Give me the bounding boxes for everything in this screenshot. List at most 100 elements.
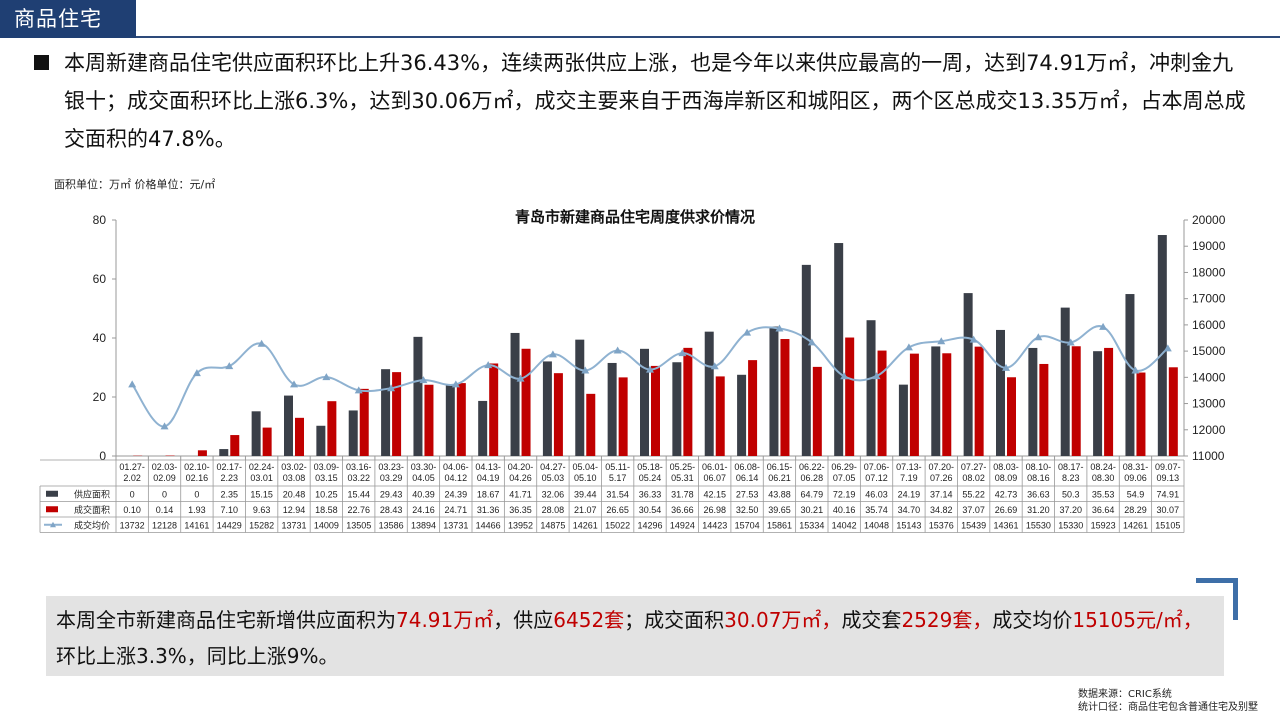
left-axis-tick-label: 80 [93,213,107,227]
x-category-label-start: 04.20- [508,462,534,472]
data-table-value: 30.21 [801,505,824,515]
data-table-value: 14042 [832,520,857,530]
data-table-value: 29.43 [380,489,403,499]
data-table-value: 0 [162,489,167,499]
deal-area-bar [1007,377,1016,456]
right-axis-tick-label: 16000 [1192,318,1226,332]
x-category-label-end: 05.10 [574,473,597,483]
deal-area-bar [197,450,207,456]
supply-area-bar [1093,351,1103,456]
data-table-value: 39.65 [768,505,791,515]
deal-area-bar [812,366,822,456]
x-category-label-start: 07.20- [929,462,955,472]
right-axis-tick-label: 14000 [1192,370,1226,384]
avg-price-point [1099,322,1108,330]
data-table-value: 35.53 [1092,489,1115,499]
x-category-label-end: 06.14 [736,473,759,483]
avg-price-point [937,337,946,345]
supply-area-bar [1060,307,1070,456]
deal-area-bar [456,383,466,456]
avg-price-point [1002,363,1010,371]
data-table-value: 36.66 [671,505,694,515]
x-category-label-end: 06.07 [703,473,726,483]
supply-area-bar [801,264,811,456]
x-category-label-start: 07.27- [961,462,987,472]
supply-area-bar [348,410,358,456]
data-table-value: 41.71 [509,489,532,499]
source-line-2: 统计口径：商品住宅包含普通住宅及别墅 [1078,702,1258,713]
avg-price-point [257,339,266,347]
data-table-value: 24.39 [445,489,468,499]
data-table-value: 0 [194,489,199,499]
supply-area-bar [542,361,552,456]
data-table-value: 14875 [540,520,565,530]
x-category-label-end: 8.23 [1062,473,1080,483]
legend-line-marker [50,521,56,528]
x-category-label-start: 06.22- [799,462,825,472]
data-table-value: 40.39 [412,489,435,499]
avg-price-point [743,328,752,336]
x-category-label-start: 05.04- [573,462,599,472]
data-table-value: 36.33 [639,489,662,499]
supply-area-bar [866,320,876,456]
x-category-label-start: 08.24- [1090,462,1116,472]
x-category-label-start: 06.01- [702,462,728,472]
deal-area-bar [683,347,693,456]
x-category-label-end: 08.09 [995,473,1018,483]
data-table-value: 14048 [864,520,889,530]
avg-price-point [192,369,201,377]
x-category-label-start: 08.17- [1058,462,1084,472]
chart-title: 青岛市新建商品住宅周度供求价情况 [515,208,755,226]
data-table-value: 34.82 [930,505,953,515]
deal-area-bar [715,376,725,456]
bullet-square-icon [34,55,49,70]
supply-area-bar [478,400,488,456]
right-axis-tick-label: 15000 [1192,344,1226,358]
deal-area-bar [1104,347,1114,456]
data-table-value: 72.19 [833,489,856,499]
x-category-label-end: 07.05 [833,473,856,483]
avg-price-point [387,384,396,392]
deal-area-bar [618,377,628,456]
data-table-value: 26.65 [606,505,629,515]
data-table-value: 39.44 [574,489,597,499]
supply-area-bar [737,374,747,456]
legend-series-name: 成交均价 [74,519,110,530]
data-table-value: 32.06 [542,489,565,499]
supply-area-bar [413,336,423,456]
data-table-value: 15861 [767,520,792,530]
avg-price-point [1163,344,1172,352]
x-category-label-end: 06.21 [768,473,791,483]
avg-price-point [969,335,978,343]
data-table-value: 15.44 [347,489,370,499]
data-table-value: 15334 [799,520,824,530]
data-table-value: 14261 [1123,520,1148,530]
data-table-value: 28.29 [1124,505,1147,515]
deal-area-bar [1071,346,1081,456]
conclusion-value-supply-units: 6452套 [553,608,625,632]
supply-area-bar [704,331,714,456]
x-category-label-end: 06.28 [801,473,824,483]
supply-area-bar [963,293,973,456]
corner-bracket-icon [1196,578,1238,620]
avg-price-point [807,338,816,346]
avg-price-point [548,350,557,358]
supply-area-bar [672,362,682,456]
avg-price-point [710,362,719,370]
avg-price-point [128,380,137,388]
supply-area-bar [381,369,391,456]
deal-area-bar [295,417,304,456]
deal-area-bar [521,348,531,456]
x-category-label-end: 04.12 [445,473,468,483]
source-line-1: 数据来源：CRIC系统 [1078,689,1172,700]
data-table-value: 15.15 [250,489,273,499]
x-category-label-end: 03.15 [315,473,338,483]
supply-area-bar [1157,235,1167,456]
data-table-value: 37.20 [1059,505,1082,515]
right-axis-tick-label: 17000 [1192,292,1226,306]
avg-price-point [451,380,460,388]
deal-area-bar [392,372,402,456]
x-category-label-start: 03.02- [281,462,307,472]
x-category-label-end: 05.03 [542,473,565,483]
section-tab: 商品住宅 [0,0,136,38]
